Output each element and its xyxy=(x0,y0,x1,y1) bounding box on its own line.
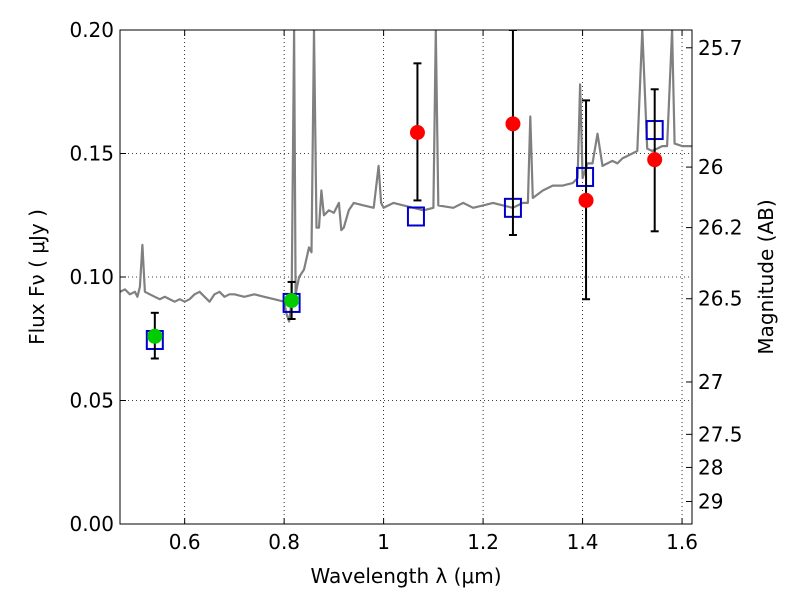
x-axis-title: Wavelength λ (μm) xyxy=(310,564,501,588)
detection-point xyxy=(147,328,163,344)
observed-point xyxy=(409,125,425,141)
magnitude-tick-label: 26.5 xyxy=(698,287,743,311)
x-tick-label: 0.8 xyxy=(268,530,300,554)
detection-point xyxy=(284,292,300,308)
y-tick-label: 0.00 xyxy=(69,512,114,536)
right-axis-title: Magnitude (AB) xyxy=(754,199,778,354)
x-tick-label: 1 xyxy=(377,530,390,554)
magnitude-tick-label: 29 xyxy=(698,490,723,514)
x-tick-label: 0.6 xyxy=(169,530,201,554)
observed-point xyxy=(647,152,663,168)
magnitude-tick-label: 26.2 xyxy=(698,216,743,240)
x-tick-label: 1.4 xyxy=(567,530,599,554)
magnitude-tick-label: 28 xyxy=(698,455,723,479)
y-tick-label: 0.10 xyxy=(69,265,114,289)
magnitude-tick-label: 26 xyxy=(698,155,723,179)
y-axis: 0.00 0.05 0.10 0.15 0.20 xyxy=(69,18,126,536)
grid-lines xyxy=(120,29,692,525)
magnitude-tick-label: 27 xyxy=(698,370,723,394)
y-tick-label: 0.15 xyxy=(69,142,114,166)
x-tick-label: 1.6 xyxy=(666,530,698,554)
magnitude-tick-label: 25.7 xyxy=(698,36,743,60)
x-axis: 0.6 0.8 1 1.2 1.4 1.6 xyxy=(169,30,698,554)
model-photometry-square xyxy=(406,206,425,227)
model-spectrum-line xyxy=(120,30,692,323)
y-tick-label: 0.05 xyxy=(69,389,114,413)
magnitude-tick-label: 27.5 xyxy=(698,422,743,446)
axes-frame xyxy=(119,29,693,525)
x-tick-label: 1.2 xyxy=(467,530,499,554)
y-axis-title: Flux Fν ( μJy ) xyxy=(25,209,49,345)
observed-point xyxy=(578,192,594,208)
observed-point xyxy=(505,116,521,132)
plot-area xyxy=(120,30,692,360)
right-magnitude-axis: 25.7 26 26.2 26.5 27 27.5 28 29 xyxy=(686,36,743,514)
y-tick-label: 0.20 xyxy=(69,18,114,42)
